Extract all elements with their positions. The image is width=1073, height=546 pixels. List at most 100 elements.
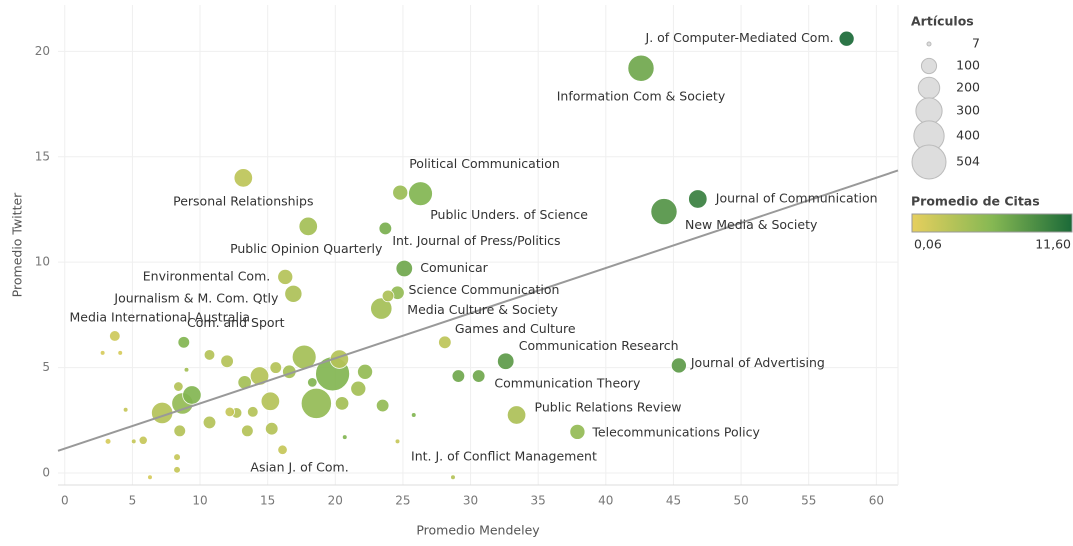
x-axis-title: Promedio Mendeley	[416, 523, 540, 538]
size-legend-label: 400	[956, 128, 980, 143]
x-tick-label: 20	[328, 494, 343, 508]
point-label: New Media & Society	[685, 217, 818, 232]
bubble	[357, 363, 374, 380]
point-label: Com. and Sport	[187, 315, 285, 330]
point-label: Public Opinion Quarterly	[230, 241, 383, 256]
bubble	[381, 289, 395, 303]
x-tick-label: 40	[598, 494, 613, 508]
bubble	[130, 438, 137, 445]
bubble	[220, 354, 234, 368]
point-label: Journalism & M. Com. Qtly	[113, 290, 279, 305]
x-tick-label: 10	[192, 494, 207, 508]
bubble	[408, 181, 433, 207]
bubble	[247, 406, 259, 418]
x-tick-label: 15	[260, 494, 275, 508]
x-tick-label: 25	[395, 494, 410, 508]
size-legend-mark	[911, 144, 947, 180]
y-tick-label: 20	[35, 44, 50, 58]
bubble	[688, 189, 708, 209]
bubble	[307, 377, 318, 388]
point-label: Communication Theory	[494, 376, 641, 391]
size-legend-label: 300	[956, 103, 980, 118]
bubble	[260, 391, 281, 411]
bubble	[269, 361, 283, 374]
color-legend-title: Promedio de Citas	[911, 194, 1040, 209]
point-label: Journal of Communication	[715, 190, 878, 205]
bubble	[117, 350, 124, 356]
bubble	[450, 474, 456, 480]
bubble	[241, 424, 254, 438]
color-legend-bar	[911, 213, 1073, 233]
x-tick-label: 0	[61, 494, 69, 508]
point-label: Personal Relationships	[173, 193, 313, 208]
point-label: Telecommunications Policy	[591, 424, 760, 439]
point-label: Public Relations Review	[535, 400, 682, 415]
point-label: Communication Research	[519, 338, 679, 353]
bubble	[173, 381, 184, 392]
bubble	[173, 453, 181, 461]
point-label: Science Communication	[409, 282, 560, 297]
bubble	[410, 412, 417, 418]
point-label: Games and Culture	[455, 321, 576, 336]
bubble	[177, 336, 191, 349]
point-label: Political Communication	[409, 156, 560, 171]
size-legend-mark	[917, 76, 941, 100]
x-tick-label: 35	[531, 494, 546, 508]
y-tick-label: 10	[35, 255, 50, 269]
x-tick-label: 60	[869, 494, 884, 508]
bubble	[298, 216, 318, 237]
x-tick-label: 30	[463, 494, 478, 508]
bubble	[277, 268, 294, 285]
bubble	[173, 424, 187, 438]
bubble	[471, 369, 486, 383]
bubble	[627, 54, 655, 82]
bubble	[497, 352, 515, 370]
size-legend-mark	[926, 41, 932, 47]
point-label: Environmental Com.	[143, 268, 270, 283]
point-label: Media International Australia	[70, 309, 251, 324]
bubble	[99, 350, 106, 356]
point-label: Information Com & Society	[557, 89, 726, 104]
size-legend-label: 200	[956, 80, 980, 95]
bubble	[506, 405, 527, 425]
bubble	[300, 387, 332, 419]
size-legend-mark	[915, 97, 943, 125]
y-axis-title: Promedio Twitter	[10, 192, 25, 297]
bubble	[350, 380, 367, 397]
x-tick-label: 55	[801, 494, 816, 508]
bubble	[109, 330, 121, 342]
bubble	[233, 168, 253, 188]
bubble	[670, 357, 687, 374]
bubble	[182, 385, 202, 405]
trend-line	[57, 169, 899, 452]
bubble	[224, 406, 235, 418]
bubble	[392, 184, 409, 201]
bubble	[173, 466, 181, 474]
point-label: Int. Journal of Press/Politics	[392, 233, 560, 248]
bubble	[370, 297, 393, 320]
bubble	[104, 438, 112, 445]
bubble	[249, 366, 270, 386]
size-legend-label: 100	[956, 58, 980, 73]
point-label: Int. J. of Conflict Management	[411, 449, 597, 464]
bubble	[203, 349, 216, 361]
bubble	[650, 198, 678, 226]
y-tick-label: 15	[35, 149, 50, 163]
size-legend-title: Artículos	[911, 14, 974, 29]
bubble	[138, 435, 148, 445]
size-legend-label: 504	[956, 154, 980, 169]
point-label: Journal of Advertising	[690, 355, 825, 370]
bubble	[395, 259, 413, 278]
x-tick-label: 50	[733, 494, 748, 508]
bubble	[122, 406, 129, 413]
bubble	[284, 284, 303, 303]
bubble	[334, 396, 350, 411]
bubble	[183, 366, 190, 373]
point-label: Comunicar	[420, 260, 488, 275]
x-tick-label: 45	[666, 494, 681, 508]
bubble	[451, 369, 466, 383]
color-legend-label: 0,06	[914, 237, 942, 252]
bubble	[277, 444, 288, 455]
bubble	[438, 335, 452, 350]
